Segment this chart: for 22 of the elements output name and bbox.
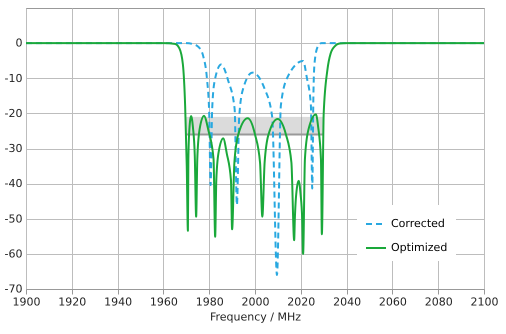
x-tick-label: 2080	[424, 296, 453, 308]
x-tick-label: 1920	[58, 296, 86, 308]
x-tick-label: 2100	[470, 296, 498, 308]
x-tick-label: 2040	[333, 296, 362, 308]
y-tick-label: 0	[16, 36, 22, 50]
y-tick-label: -70	[4, 282, 22, 296]
legend-label: Corrected	[391, 217, 445, 230]
x-tick-label: 2000	[242, 296, 270, 308]
y-tick-label: -50	[4, 212, 22, 226]
x-tick-label: 1900	[12, 296, 40, 308]
y-tick-label: -30	[4, 142, 22, 155]
y-tick-label: -10	[4, 72, 22, 85]
x-tick-label: 1960	[150, 296, 178, 308]
x-tick-label: 2060	[378, 296, 407, 308]
x-tick-label: 1940	[104, 296, 132, 308]
y-tick-label: -60	[4, 247, 22, 260]
y-tick-label: -40	[4, 177, 22, 190]
x-axis-title: Frequency / MHz	[210, 310, 302, 324]
y-tick-label: -20	[4, 106, 22, 120]
x-tick-label: 2020	[287, 296, 316, 308]
legend-label: Optimized	[391, 241, 448, 254]
x-tick-label: 1980	[196, 296, 224, 308]
